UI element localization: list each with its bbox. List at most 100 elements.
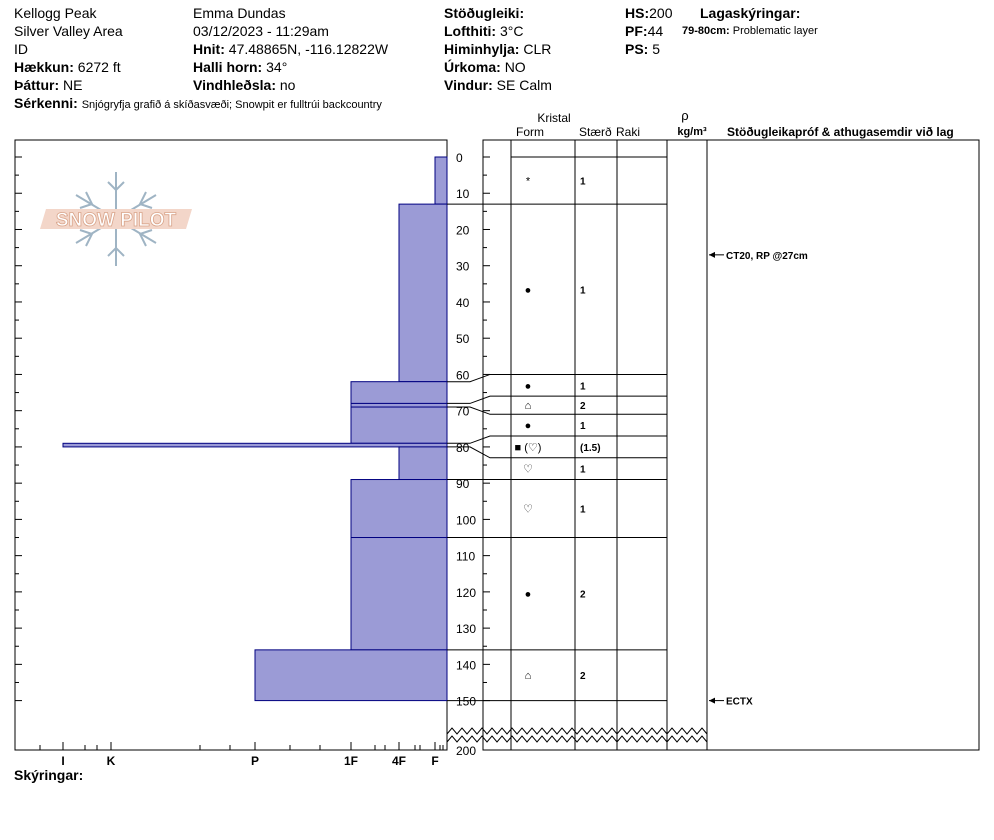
pf-value: 44 (647, 23, 664, 39)
slope-value: 34° (266, 59, 288, 75)
depth-tick-label: 120 (456, 586, 476, 600)
grain-size: 1 (580, 505, 586, 516)
stability-test-markers: CT20, RP @27cm ECTX (709, 251, 808, 708)
grain-size: 2 (580, 590, 586, 601)
grain-table: Kristal Form Stærð Raki ρ kg/m³ Stöðugle… (447, 108, 980, 751)
aspect: Þáttur: NE (14, 76, 82, 94)
test-label: CT20, RP @27cm (726, 251, 808, 262)
hardness-tick-label: F (431, 754, 438, 768)
hardness-bar (350, 406, 448, 444)
slope-label: Halli horn: (193, 59, 263, 75)
coords-value: 47.48865N, -116.12822W (228, 41, 389, 57)
stability: Stöðugleiki: (444, 4, 524, 22)
wind: Vindur: SE Calm (444, 76, 552, 94)
form-header: Form (516, 125, 544, 139)
depth-tick-label: 200 (456, 744, 476, 758)
depth-tick-label: 10 (456, 187, 470, 201)
wind-value: SE Calm (496, 77, 552, 93)
grain-form: ● (525, 380, 532, 392)
hs-value: 200 (649, 5, 673, 21)
density-header: kg/m³ (677, 126, 707, 138)
hardness-bar (398, 203, 448, 383)
precip-label: Úrkoma: (444, 59, 501, 75)
depth-tick-label: 90 (456, 477, 470, 491)
wind-loading-label: Vindhleðsla: (193, 77, 276, 93)
air-temp-value: 3°C (499, 23, 524, 39)
depth-tick-label: 80 (456, 441, 470, 455)
precipitation: Úrkoma: NO (444, 58, 526, 76)
sky-label: Himinhylja: (444, 41, 520, 57)
grain-form: ⌂ (525, 670, 532, 682)
pf-label: PF: (625, 23, 648, 39)
depth-tick-label: 110 (456, 550, 475, 564)
depth-tick-label: 40 (456, 296, 470, 310)
depth-axis: 0 10 20 30 40 50 60 70 80 90 100 110 120 130 140 150 200 (15, 151, 490, 758)
layer-boundary (447, 435, 667, 444)
pit-id: ID (14, 41, 28, 57)
logo-banner (40, 209, 192, 229)
observer: Emma Dundas (193, 5, 286, 21)
depth-tick-label: 140 (456, 658, 476, 672)
legend-entry: 79-80cm: Problematic layer (682, 22, 818, 40)
hardness-bar (254, 649, 448, 702)
layer-boundary (447, 406, 667, 415)
layer-boundary (447, 395, 667, 404)
depth-tick-label: 70 (456, 405, 470, 419)
depth-tick-label: 20 (456, 223, 470, 237)
grain-size: 1 (580, 285, 586, 296)
wind-label: Vindur: (444, 77, 493, 93)
moisture-header: Raki (616, 125, 640, 139)
area: Silver Valley Area (14, 23, 123, 39)
sky-value: CLR (523, 41, 552, 57)
location: Kellogg Peak (14, 5, 97, 21)
hardness-tick-label: 4F (392, 754, 406, 768)
legend-title: Lagaskýringar: (700, 5, 801, 21)
hardness-tick-label: P (251, 754, 259, 768)
axis-break (446, 727, 708, 743)
break-line (446, 727, 708, 735)
hardness-tick-label: K (107, 754, 116, 768)
layer-boundary (447, 446, 667, 459)
aspect-label: Þáttur: (14, 77, 60, 93)
depth-tick-label: 0 (456, 151, 463, 165)
depth-tick-label: 60 (456, 368, 470, 382)
elevation: Hækkun: 6272 ft (14, 58, 121, 76)
hardness-bar (350, 537, 448, 651)
depth-tick-label: 130 (456, 622, 476, 636)
grain-form: ● (525, 284, 532, 296)
grain-form: ♡ (523, 504, 533, 516)
break-line (446, 735, 708, 743)
stability-label: Stöðugleiki: (444, 5, 525, 21)
hardness-axis: I K P 1F 4F F (39, 742, 444, 768)
coords-label: Hnit: (193, 41, 225, 57)
grain-form: ⌂ (525, 400, 532, 412)
hardness-bar (350, 479, 448, 539)
grain-size: 1 (580, 381, 586, 392)
snowpilot-logo: SNOW PILOT (40, 172, 192, 266)
layer-boundary (447, 373, 667, 383)
air-temp: Lofthiti: 3°C (444, 22, 523, 40)
stability-tests-header: Stöðugleikapróf & athugasemdir við lag (727, 125, 954, 139)
features: Sérkenni: Snjógryfja grafið á skíðasvæði… (14, 94, 382, 114)
hardness-tick-label: I (61, 754, 64, 768)
test-arrowhead (709, 697, 715, 704)
grain-size: 1 (580, 177, 586, 188)
legend-text: Problematic layer (732, 25, 818, 37)
datetime: 03/12/2023 - 11:29am (193, 23, 329, 39)
hardness-bar (434, 156, 448, 205)
elevation-value: 6272 ft (77, 59, 121, 75)
hardness-tick-label: 1F (344, 754, 358, 768)
ps: PS: 5 (625, 40, 660, 58)
hardness-bars (62, 156, 448, 702)
hardness-bar (62, 442, 448, 448)
grain-size: 1 (580, 465, 586, 476)
notes: Skýringar: (14, 766, 83, 784)
ps-value: 5 (652, 41, 661, 57)
wind-loading-value: no (279, 77, 296, 93)
slope-angle: Halli horn: 34° (193, 58, 287, 76)
pf: PF:44 (625, 22, 663, 40)
elevation-label: Hækkun: (14, 59, 74, 75)
hardness-bar (350, 402, 448, 408)
features-label: Sérkenni: (14, 95, 78, 111)
notes-label: Skýringar: (14, 767, 84, 783)
